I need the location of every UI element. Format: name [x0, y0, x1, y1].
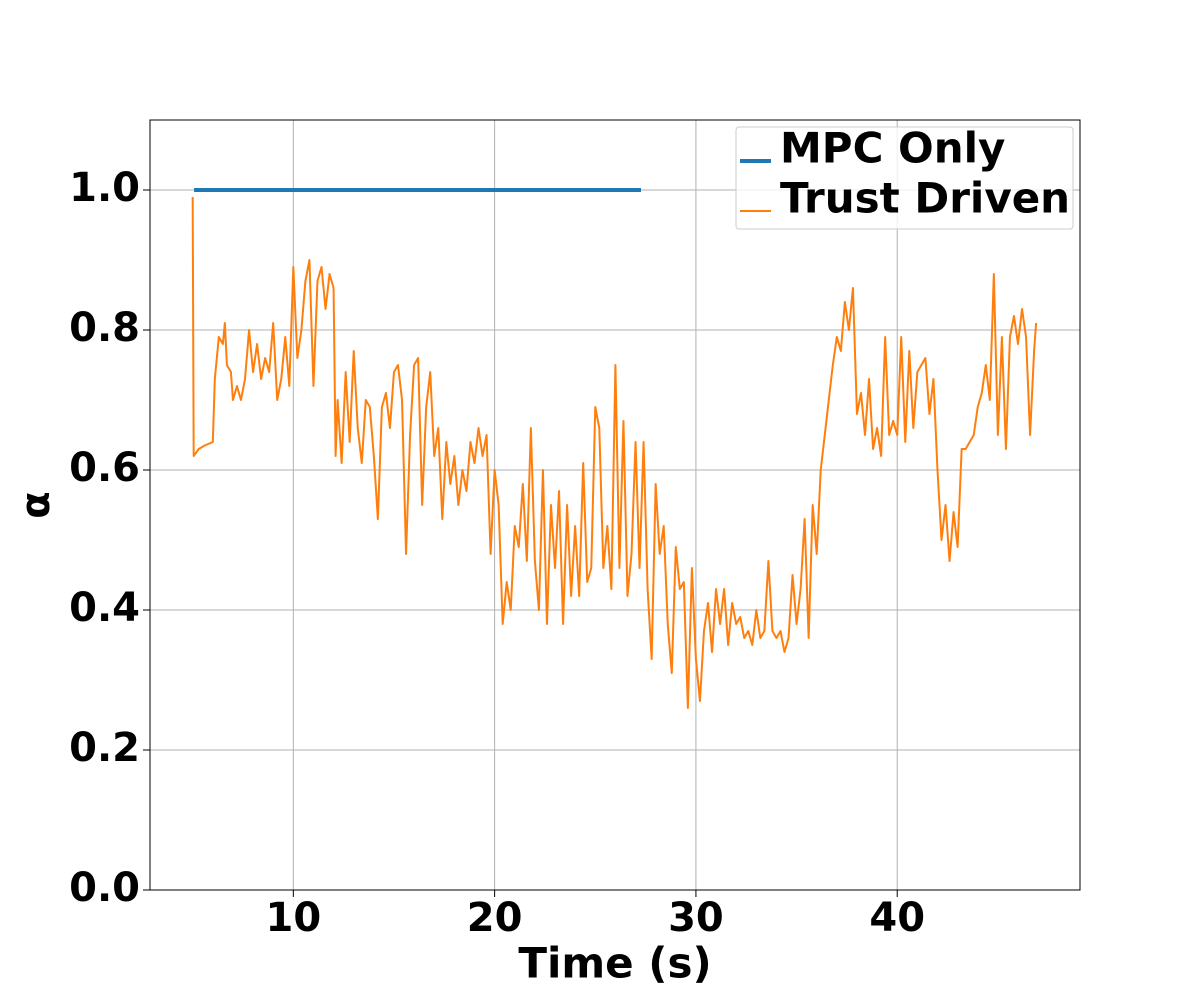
x-tick-label: 40	[869, 895, 925, 941]
x-tick-label: 10	[265, 895, 321, 941]
legend-label: Trust Driven	[780, 174, 1070, 223]
x-tick-label: 20	[467, 895, 523, 941]
legend-box	[735, 126, 1074, 230]
y-tick-label: 0.2	[69, 725, 140, 771]
y-tick-label: 1.0	[69, 165, 140, 211]
plot-frame	[149, 119, 1081, 891]
x-axis-label: Time (s)	[518, 939, 711, 988]
y-tick-label: 0.4	[69, 585, 140, 631]
y-tick-label: 0.0	[69, 865, 140, 911]
y-tick-label: 0.8	[69, 305, 140, 351]
data-line	[191, 196, 1038, 709]
x-tick-label: 30	[668, 895, 724, 941]
legend-label: MPC Only	[780, 124, 1005, 173]
y-tick-label: 0.6	[69, 445, 140, 491]
y-axis-label: α	[13, 491, 59, 518]
